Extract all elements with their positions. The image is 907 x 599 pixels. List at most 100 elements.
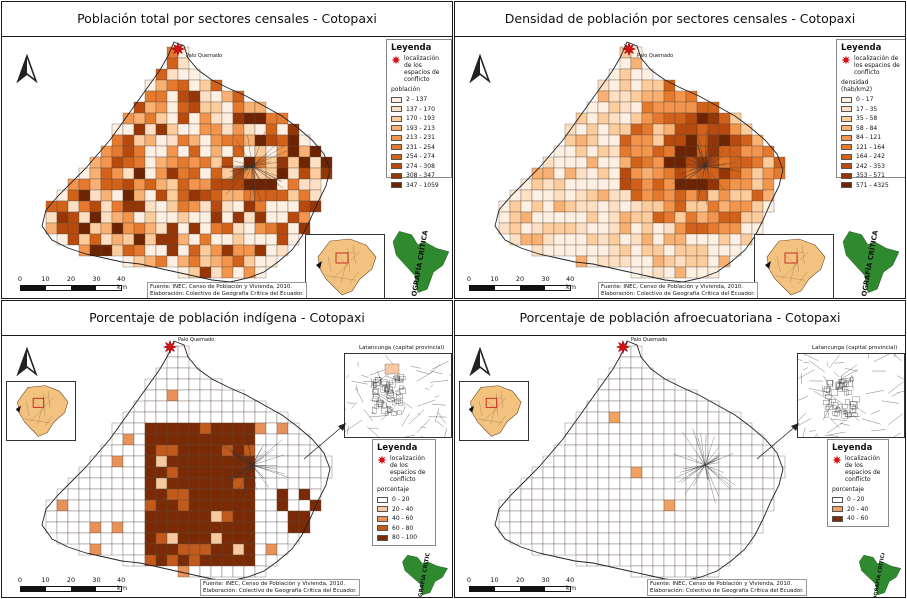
scale-tick-label: 20 [515,576,525,584]
legend-subtitle: densidad (hab/km2) [841,79,873,93]
latacunga-zoom-inset [782,346,905,444]
panel-title: Porcentaje de población indígena - Cotop… [2,301,452,336]
legend-swatch [391,144,402,151]
legend-class-label: 274 - 308 [406,162,435,170]
choropleth-map [41,41,333,283]
conflict-marker-icon [832,455,842,465]
conflict-marker-icon [391,55,401,65]
place-label: Palo Quemado [178,337,215,343]
legend-class-label: 121 - 164 [856,143,885,151]
legend-title: Leyenda [841,43,882,53]
legend-class: 353 - 571 [841,171,901,181]
legend-class: 164 - 242 [841,152,901,162]
source-note: Fuente: INEC, Censo de Población y Vivie… [598,282,758,298]
legend-class-label: 35 - 58 [856,115,878,123]
scale-tick-label: 40 km [116,576,128,592]
scale-tick-label: 40 km [565,275,577,291]
legend-class: 347 - 1059 [391,181,447,191]
ecuador-locator-inset [6,381,76,441]
legend-class-label: 58 - 84 [856,124,878,132]
scale-tick-label: 30 [92,275,101,283]
legend: Leyenda localización de los espacios de c… [386,39,452,189]
legend-class-label: 0 - 20 [392,496,410,504]
legend-class: 2 - 137 [391,95,447,105]
map-panel-afroecuatoriana: Porcentaje de población afroecuatoriana … [454,300,906,598]
legend-class: 58 - 84 [841,124,901,134]
legend-class-label: 347 - 1059 [406,181,439,189]
legend-swatch [832,506,843,513]
legend-class-label: 193 - 213 [406,124,435,132]
source-line: Fuente: INEC, Censo de Población y Vivie… [601,284,744,290]
legend-class: 40 - 60 [832,514,884,524]
legend-class-label: 571 - 4325 [856,181,889,189]
legend-class-label: 170 - 193 [406,115,435,123]
north-arrow-icon [469,53,491,84]
legend-swatch [377,515,388,522]
legend-subtitle: población [391,86,421,93]
legend: Leyenda localización de los espacios de c… [836,39,905,189]
legend-class-label: 40 - 60 [392,515,414,523]
legend-class: 0 - 20 [832,495,884,505]
legend-swatch [391,115,402,122]
legend-class: 193 - 213 [391,124,447,134]
legend-class-label: 242 - 353 [856,162,885,170]
legend-swatch [841,163,852,170]
conflict-marker-icon [615,339,631,359]
legend-class: 60 - 80 [377,524,431,534]
north-arrow-icon [16,346,38,377]
legend-class-label: 164 - 242 [856,153,885,161]
legend-swatch [377,506,388,513]
legend-subtitle: porcentaje [377,486,409,493]
legend-swatch [841,125,852,132]
conflict-marker-icon [621,41,637,61]
source-note: Fuente: INEC, Censo de Población y Vivie… [200,579,360,596]
legend-class-label: 231 - 254 [406,143,435,151]
legend-title: Leyenda [832,443,873,453]
legend-swatch [841,182,852,189]
conflict-marker-icon [841,55,851,65]
scale-tick-label: 40 km [116,275,128,291]
source-line: Fuente: INEC, Censo de Población y Vivie… [203,581,346,587]
legend-class: 17 - 35 [841,105,901,115]
source-line: Fuente: INEC, Censo de Población y Vivie… [150,284,293,290]
legend-class: 137 - 170 [391,105,447,115]
legend-swatch [841,153,852,160]
scale-tick-label: 30 [541,275,550,283]
legend-swatch [841,134,852,141]
scale-tick-label: 20 [515,275,525,283]
credit-line: Elaboración: Colectivo de Geografía Crít… [150,290,304,297]
legend-class: 213 - 231 [391,133,447,143]
conflict-marker-icon [377,455,387,465]
credit-line: Elaboración: Colectivo de Geografía Crít… [650,587,804,594]
legend-class-label: 20 - 40 [392,505,414,513]
legend-swatch [841,172,852,179]
scale-tick-label: 10 [490,275,499,283]
scale-bar: 0 10 20 30 40 km [467,275,576,297]
scale-tick-label: 10 [41,576,50,584]
legend-swatch [391,96,402,103]
map-panel-indigena: Porcentaje de población indígena - Cotop… [1,300,453,598]
legend-class: 274 - 308 [391,162,447,172]
legend-class-label: 0 - 20 [847,496,865,504]
geografia-critica-logo: GEOGRAFÍA CRÍTICA [400,547,450,597]
legend-swatch [391,182,402,189]
legend-swatch [841,96,852,103]
legend-conflict-entry: localización de los espacios de conflict… [841,55,901,76]
legend-class-label: 80 - 100 [392,534,418,542]
panel-title: Porcentaje de población afroecuatoriana … [455,301,905,336]
scale-bar: 0 10 20 30 40 km [18,275,127,297]
legend-swatch [377,496,388,503]
ecuador-locator-inset [305,234,385,298]
legend-swatch [377,525,388,532]
legend-class-label: 2 - 137 [406,96,428,104]
legend-swatch [832,496,843,503]
scale-tick-label: 40 km [565,576,577,592]
legend-class: 308 - 347 [391,171,447,181]
choropleth-map [494,41,786,283]
scale-tick-label: 20 [66,275,76,283]
legend-class: 0 - 20 [377,495,431,505]
scale-tick-label: 0 [466,576,472,584]
legend-swatch [832,515,843,522]
legend-class-label: 353 - 571 [856,172,885,180]
source-note: Fuente: INEC, Censo de Población y Vivie… [147,282,307,298]
